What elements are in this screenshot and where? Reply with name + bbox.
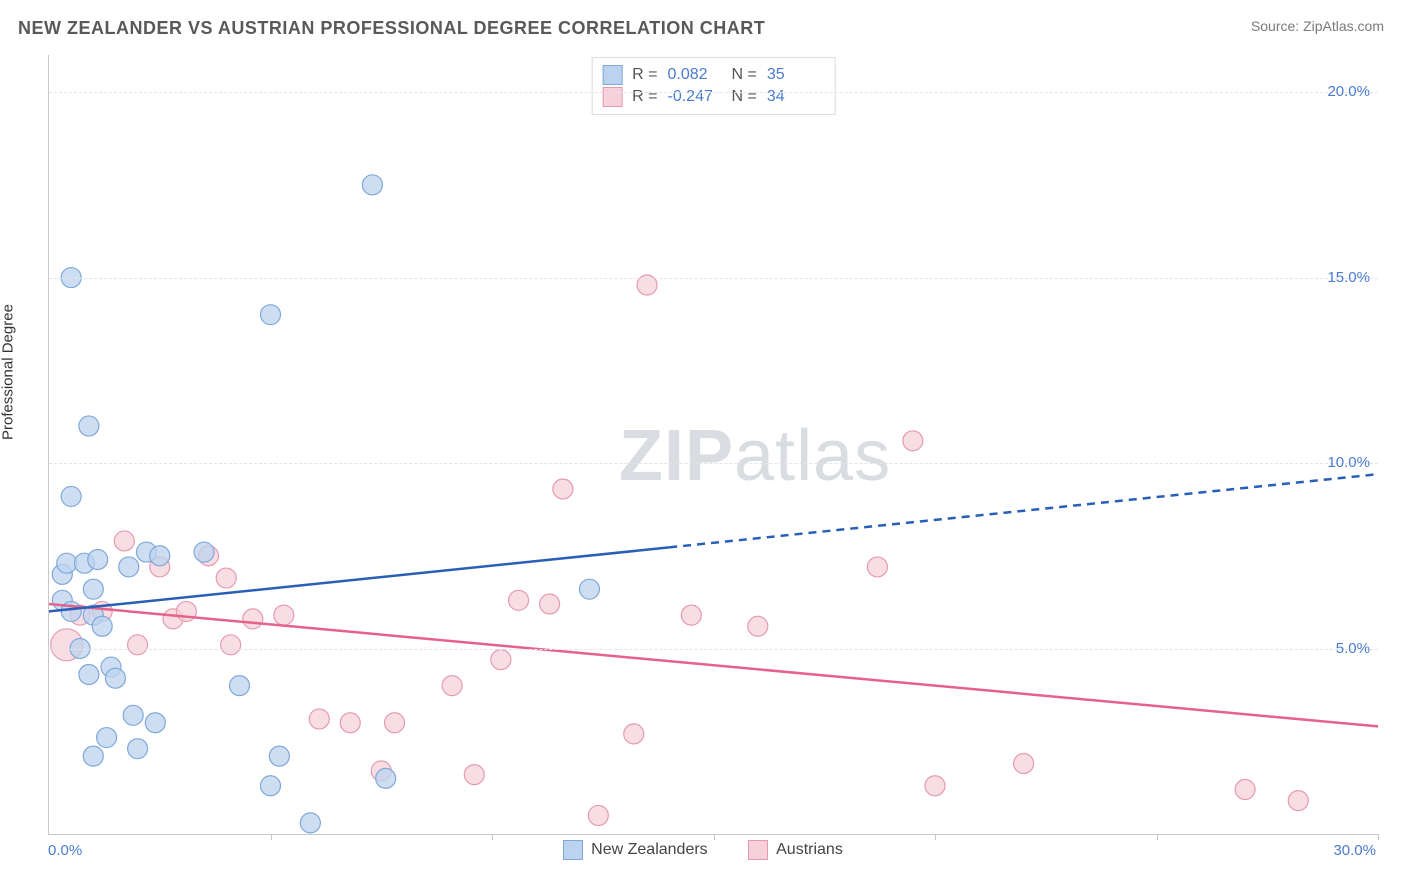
data-point [261,305,281,325]
gridline [49,278,1378,279]
data-point [274,605,294,625]
data-point [300,813,320,833]
data-point [624,724,644,744]
data-point [145,713,165,733]
data-point [243,609,263,629]
data-point [1235,779,1255,799]
data-point [376,768,396,788]
data-point [509,590,529,610]
data-point [362,175,382,195]
data-point [903,431,923,451]
gridline [49,463,1378,464]
data-point [269,746,289,766]
data-point [221,635,241,655]
data-point [1014,754,1034,774]
data-point [119,557,139,577]
swatch-nz-icon [563,840,583,860]
data-point [79,416,99,436]
plot-area: ZIPatlas R = 0.082 N = 35 R = -0.247 N =… [48,55,1378,835]
data-point [261,776,281,796]
data-point [79,664,99,684]
gridline [49,92,1378,93]
data-point [105,668,125,688]
data-point [83,746,103,766]
legend: New Zealanders Austrians [0,840,1406,865]
legend-label-au: Austrians [776,841,843,859]
y-tick-label: 15.0% [1327,269,1370,286]
data-point [123,705,143,725]
swatch-au-icon [748,840,768,860]
data-point [925,776,945,796]
chart-svg [49,55,1378,834]
data-point [579,579,599,599]
data-point [385,713,405,733]
data-point [867,557,887,577]
data-point [229,676,249,696]
data-point [216,568,236,588]
data-point [540,594,560,614]
data-point [681,605,701,625]
data-point [588,805,608,825]
data-point [61,486,81,506]
data-point [1288,791,1308,811]
trend-line [669,474,1378,547]
data-point [150,546,170,566]
data-point [553,479,573,499]
data-point [128,635,148,655]
legend-item-nz: New Zealanders [563,840,708,860]
data-point [464,765,484,785]
data-point [748,616,768,636]
legend-label-nz: New Zealanders [591,841,708,859]
data-point [57,553,77,573]
chart-container: NEW ZEALANDER VS AUSTRIAN PROFESSIONAL D… [0,0,1406,892]
y-axis-label: Professional Degree [0,304,17,440]
gridline [49,649,1378,650]
data-point [194,542,214,562]
y-tick-label: 5.0% [1336,640,1370,657]
y-tick-label: 20.0% [1327,83,1370,100]
data-point [309,709,329,729]
trend-line [49,604,1378,726]
data-point [491,650,511,670]
data-point [114,531,134,551]
data-point [128,739,148,759]
y-tick-label: 10.0% [1327,454,1370,471]
data-point [97,728,117,748]
source-attribution: Source: ZipAtlas.com [1251,18,1384,34]
legend-item-au: Austrians [748,840,843,860]
chart-title: NEW ZEALANDER VS AUSTRIAN PROFESSIONAL D… [18,18,765,39]
data-point [92,616,112,636]
data-point [88,549,108,569]
data-point [340,713,360,733]
data-point [442,676,462,696]
data-point [83,579,103,599]
